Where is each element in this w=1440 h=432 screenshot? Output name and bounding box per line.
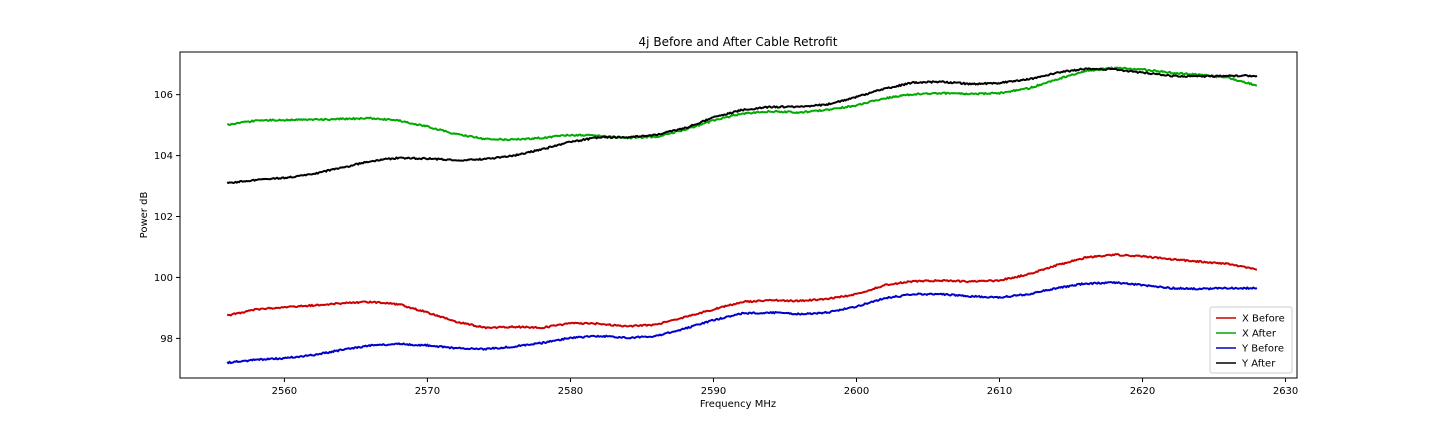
series-line-y-before	[226, 281, 1258, 365]
legend-box	[1209, 306, 1293, 374]
chart-title: 4j Before and After Cable Retrofit	[639, 35, 838, 49]
y-tick-label: 100	[154, 273, 173, 284]
x-tick-label: 2570	[415, 386, 440, 397]
x-tick-label: 2620	[1130, 386, 1155, 397]
series-line-x-before	[227, 253, 1258, 330]
y-tick-label: 102	[154, 212, 173, 223]
legend-entry: X After	[1242, 329, 1277, 340]
x-axis: 2560 2570 2580 2590 2600 2610 2620 2630	[272, 378, 1298, 397]
plot-lines	[226, 66, 1258, 365]
x-axis-label: Frequency MHz	[700, 399, 776, 410]
legend: X Before X After Y Before Y After	[1209, 306, 1293, 374]
y-tick-label: 104	[154, 151, 173, 162]
y-axis-label: Power dB	[139, 192, 150, 239]
legend-entry: Y Before	[1241, 344, 1284, 355]
legend-entry: X Before	[1242, 314, 1285, 325]
series-line-x-after	[227, 66, 1258, 142]
y-tick-label: 106	[154, 90, 173, 101]
x-tick-label: 2560	[272, 386, 297, 397]
legend-entry: Y After	[1241, 359, 1276, 370]
series-line-y-after	[226, 67, 1258, 185]
axes-frame	[179, 51, 1298, 379]
x-tick-label: 2630	[1273, 386, 1298, 397]
x-tick-label: 2610	[987, 386, 1012, 397]
y-axis: 98 100 102 104 106	[154, 90, 180, 345]
y-tick-label: 98	[160, 334, 173, 345]
x-tick-label: 2600	[844, 386, 869, 397]
x-tick-label: 2590	[701, 386, 726, 397]
x-tick-label: 2580	[558, 386, 583, 397]
